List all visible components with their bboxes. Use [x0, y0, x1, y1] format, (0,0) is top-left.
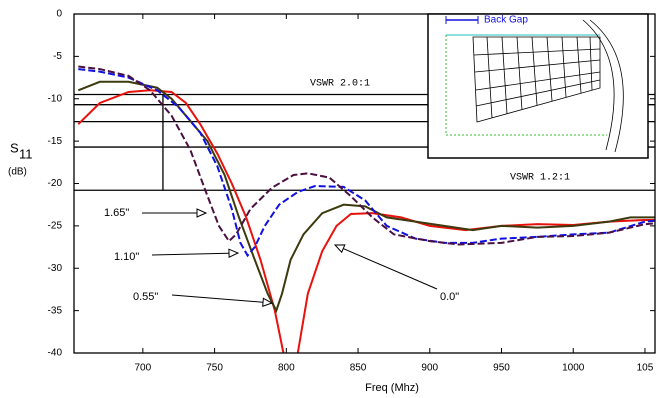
arrow-line: [151, 252, 230, 256]
y-tick-label: -30: [48, 263, 63, 274]
series-label: 0.55": [133, 291, 158, 303]
y-tick-label: 0: [56, 9, 62, 20]
y-axis-unit: (dB): [8, 167, 27, 178]
x-tick-label: 900: [421, 363, 438, 374]
inset-label: Back Gap: [484, 15, 528, 26]
series-line: [78, 68, 655, 258]
x-tick-label: 850: [350, 363, 367, 374]
series-line: [78, 65, 655, 246]
y-tick-label: -35: [48, 305, 63, 316]
x-tick-label: 1000: [562, 363, 585, 374]
series-label: 0.0": [440, 291, 459, 303]
x-axis-label: Freq (Mhz): [365, 382, 419, 394]
annotation: VSWR 1.2:1: [510, 173, 570, 184]
x-tick-label: 105: [637, 363, 654, 374]
x-tick-label: 800: [278, 363, 295, 374]
series-label: 1.10": [114, 251, 139, 263]
plot-layer: 0 -5 -10 -15 -20 -25 -30 -35 -40 700 750 800 850 900 9…: [48, 9, 656, 374]
y-tick-label: -40: [48, 348, 63, 359]
y-tick-label: -5: [53, 51, 62, 62]
arrow-head: [262, 297, 274, 307]
x-tick-label: 950: [493, 363, 510, 374]
x-tick-label: 750: [206, 363, 223, 374]
y-axis-label-subscript: 11: [19, 146, 33, 161]
series-line: [77, 89, 655, 353]
x-tick-label: 700: [135, 363, 152, 374]
series-line: [77, 80, 655, 314]
annotation-layer: Freq (Mhz) S 11 (dB) VSWR 2.0:1 VSWR 1.2:1 0.0…: [8, 79, 570, 394]
arrow-line: [171, 294, 264, 303]
arrow-head: [228, 248, 240, 258]
arrow-head: [196, 208, 208, 218]
y-tick-label: -20: [48, 178, 63, 189]
arrow-head: [333, 244, 346, 254]
y-axis-label: S: [10, 140, 19, 155]
arrow-line: [343, 248, 438, 290]
inset-diagram: Back Gap: [427, 13, 649, 159]
annotation: VSWR 2.0:1: [310, 79, 370, 90]
y-tick-label: -25: [48, 221, 63, 232]
y-tick-label: -10: [48, 93, 63, 104]
y-tick-label: -15: [48, 136, 63, 147]
series-label: 1.65": [104, 207, 129, 219]
